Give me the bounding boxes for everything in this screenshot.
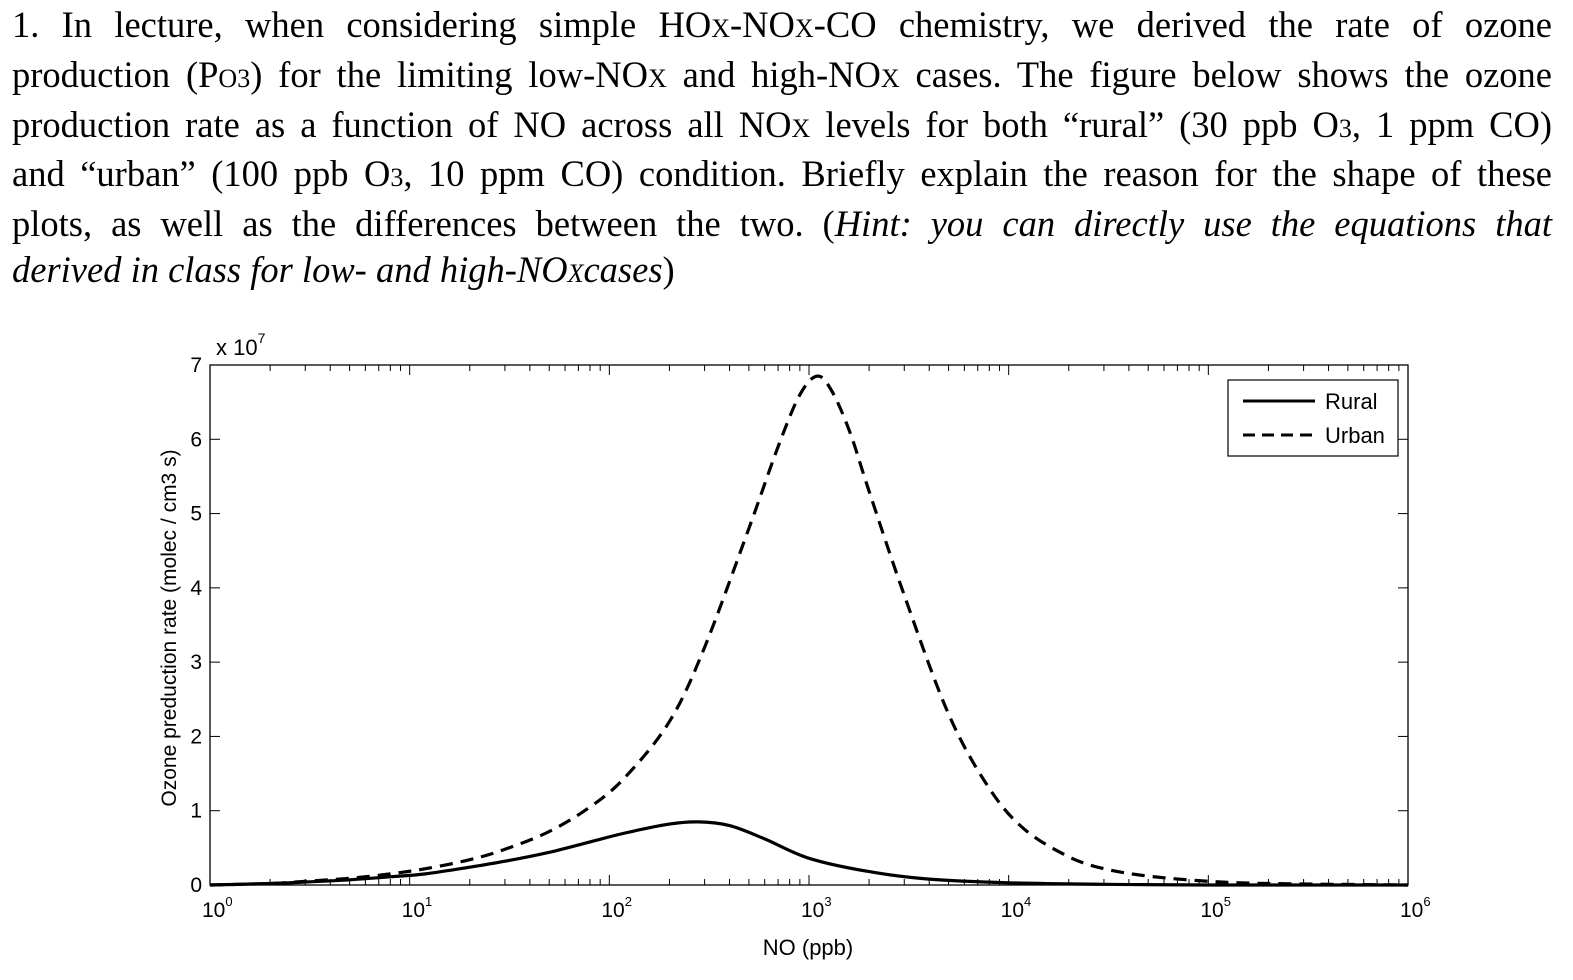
y-tick-label: 2	[190, 725, 202, 748]
x-axis-label: NO (ppb)	[763, 935, 853, 960]
y-tick-label: 0	[190, 874, 202, 897]
y-tick-label: 7	[190, 354, 202, 377]
question-text: 1. In lecture, when considering simple H…	[12, 2, 1552, 297]
x-tick-label: 104	[1001, 894, 1032, 922]
legend: Rural Urban	[1227, 379, 1399, 457]
x-tick-label: 105	[1200, 894, 1231, 922]
question-line-6: derived in class for low- and high-NOXca…	[12, 248, 675, 290]
x-tick-label: 106	[1400, 894, 1431, 922]
ozone-production-chart: 0 1 2 3 4 5 6 7 100 101 102 103 104 105 106 x 107 NO …	[158, 330, 1431, 960]
legend-label-urban: Urban	[1325, 423, 1385, 448]
y-tick-label: 5	[190, 503, 202, 526]
x-tick-label: 100	[202, 894, 233, 922]
legend-box	[1227, 379, 1399, 457]
question-line-5: plots, as well as the differences betwee…	[12, 203, 1552, 245]
series-line-rural	[209, 820, 1408, 887]
question-line-2: production (PO3) for the limiting low-NO…	[12, 53, 1553, 95]
y-tick-label: 1	[190, 800, 202, 823]
y-axis-label: Ozone preduction rate (molec / cm3 s)	[158, 449, 181, 806]
y-tick-labels: 0 1 2 3 4 5 6 7	[190, 354, 202, 897]
x-tick-label: 101	[402, 894, 433, 922]
plot-frame	[209, 364, 1409, 886]
y-tick-label: 6	[190, 428, 202, 451]
x-tick-labels: 100 101 102 103 104 105 106	[202, 894, 1431, 922]
x-tick-label: 103	[801, 894, 832, 922]
y-tick-label: 4	[190, 577, 202, 600]
y-tick-label: 3	[190, 651, 202, 674]
legend-label-rural: Rural	[1325, 389, 1378, 414]
question-line-4: and “urban” (100 ppb O3, 10 ppm CO) cond…	[12, 153, 1552, 195]
y-multiplier: x 107	[216, 330, 266, 360]
question-line-3: production rate as a function of NO acro…	[12, 103, 1553, 145]
x-tick-label: 102	[601, 894, 632, 922]
question-line-1: 1. In lecture, when considering simple H…	[12, 4, 1553, 45]
series-line-urban	[209, 374, 1409, 887]
series-layer	[209, 374, 1409, 887]
